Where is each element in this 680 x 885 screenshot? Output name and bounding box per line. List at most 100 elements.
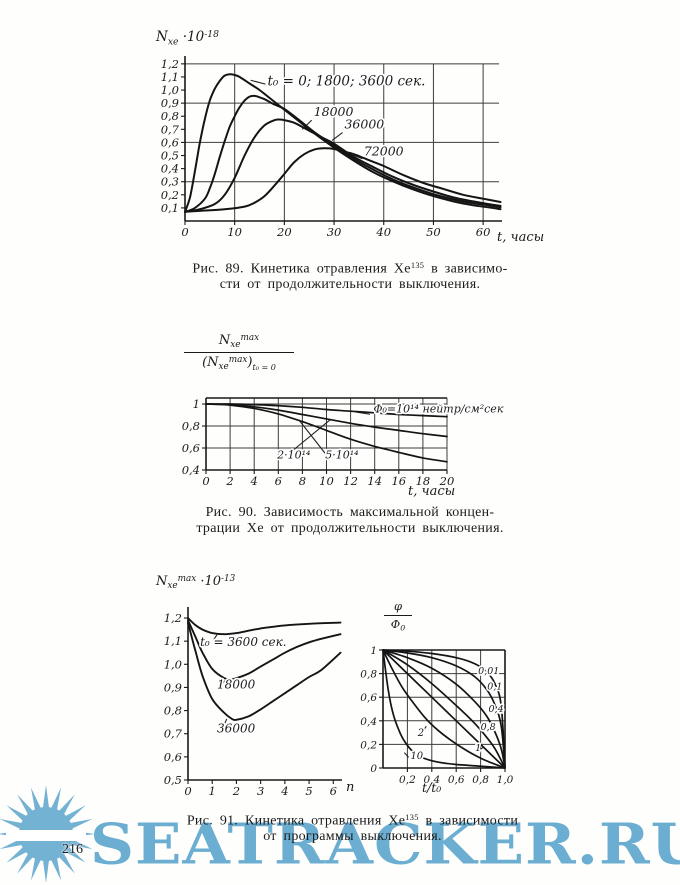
sun-ray [6,805,27,822]
sun-ray [65,805,86,822]
sun-ray [30,787,41,811]
y-tick-label: 0,8 [164,704,182,718]
fig90-y-axis-label: Nxemax (Nxemax)t₀ = 0 [184,333,294,372]
curve-label: 0,01 [478,666,499,677]
y-tick-label: 0,6 [360,692,377,704]
x-tick-label: 60 [476,225,491,239]
curve-36000 [187,621,342,721]
curve-label: 2 [417,728,424,739]
curve-label: t₀ = 3600 сек. [200,635,286,649]
fraction-denominator: Φ0 [390,616,406,633]
sun-ray [6,846,27,863]
x-tick-label: 4 [280,784,288,798]
fig90-caption: Рис. 90. Зависимость максимальной концен… [120,505,580,536]
sun-ray [17,794,34,815]
fig89-caption: Рис. 89. Кинетика отравления Xe135 в зав… [120,258,580,293]
y-tick-label: 0,7 [161,122,180,136]
caption-line: Рис. 89. Кинетика отравления Xe135 в зав… [192,261,508,277]
y-tick-label: 1 [193,397,200,411]
y-tick-label: 0,7 [164,727,183,741]
y-tick-label: 1,0 [164,657,182,671]
x-tick-label: 0 [184,784,191,798]
y-tick-label: 0,8 [360,669,377,681]
y-tick-label: 0,2 [161,188,179,202]
caption-line: от программы выключения. [263,829,442,845]
y-tick-label: 1,0 [161,83,179,97]
curve-0-1 [382,649,506,769]
curve-F0-1e14 [205,403,448,418]
y-tick-label: 0,4 [360,716,377,728]
y-tick-label: 1,2 [161,57,179,71]
fig90-x-axis-label: t, часы [408,484,456,499]
curve-label: 18000 [314,104,354,119]
x-tick-label: 10 [227,225,242,239]
x-tick-label: 0 [202,474,209,488]
fig91-caption: Рис. 91. Кинетика отравления Xe135 в зав… [125,810,580,845]
y-tick-label: 0,5 [161,149,179,163]
x-tick-label: 30 [327,225,342,239]
label-leader-line [222,718,228,728]
sun-ray [42,859,50,883]
y-tick-label: 0,4 [161,162,179,176]
y-tick-label: 0,9 [164,680,182,694]
curve-1 [382,649,506,769]
curve-0-4 [382,649,506,769]
x-tick-label: 40 [375,225,391,239]
y-tick-label: 1,1 [161,70,179,84]
curve-label: 72000 [364,144,404,159]
curve-36000 [184,118,502,213]
fig91-left-x-axis-label: n [346,780,355,795]
x-tick-label: 4 [250,474,258,488]
fraction-denominator: (Nxemax)t₀ = 0 [202,354,276,372]
curve-label: 5·10¹⁴ [325,448,358,461]
curve-label: Φ₀=10¹⁴ нейтр/см²сек [373,402,503,415]
y-tick-label: 1,1 [164,634,182,648]
y-tick-label: 0,9 [161,96,179,110]
curve-3600 [187,617,342,636]
curve-t0-0-1800-3600 [184,73,502,213]
sun-ray [51,857,62,881]
label-leader-line [212,634,218,641]
curve-72000 [184,147,502,213]
curve-label: 18000 [217,678,256,692]
fraction-numerator: φ [393,599,403,613]
fig89-y-axis-label: Nxe ·10-18 [156,29,219,48]
curve-18000 [187,619,342,681]
sun-ray [69,818,93,829]
y-tick-label: 0,8 [161,109,179,123]
y-tick-label: 0,4 [182,463,200,477]
y-tick-label: 0,8 [182,419,200,433]
x-tick-label: 0,6 [448,774,465,786]
page-number: 216 [62,842,83,857]
y-tick-label: 1,2 [164,611,182,625]
x-tick-label: 14 [367,474,382,488]
x-tick-label: 0,4 [423,774,440,786]
curve-label: 0,1 [487,682,502,693]
fig89-x-axis-label: t, часы [497,230,545,245]
curve-0-01 [382,649,506,769]
label-leader-line [352,154,363,160]
y-tick-label: 1 [370,645,377,657]
sun-ray [65,846,86,863]
x-tick-label: 20 [439,474,455,488]
fraction-numerator: Nxemax [218,332,260,351]
sun-ray [0,839,23,849]
curve-2 [382,649,506,769]
y-tick-label: 0 [370,763,377,775]
x-tick-label: 3 [257,784,264,798]
curve-18000 [184,94,502,213]
curve-5e14 [205,403,448,463]
curve-0-8 [382,649,506,769]
x-tick-label: 50 [426,225,441,239]
sun-ray [30,857,41,881]
x-tick-label: 1 [209,784,216,798]
sun-ray [58,794,75,815]
label-leader-line [420,725,427,735]
sun-ray [58,853,75,874]
caption-line: трации Xe от продолжительности выключени… [196,520,504,536]
fraction-bar [384,614,412,617]
y-tick-label: 0,6 [161,135,179,149]
y-tick-label: 0,6 [182,441,200,455]
